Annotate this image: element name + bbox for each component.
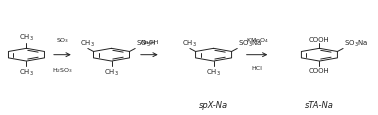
Text: SO$_3$: SO$_3$: [56, 36, 69, 45]
Text: CH$_3$: CH$_3$: [19, 67, 34, 77]
Text: CH$_3$: CH$_3$: [182, 38, 197, 48]
Text: SO$_3$H: SO$_3$H: [136, 38, 156, 48]
Text: CH$_3$: CH$_3$: [80, 38, 94, 48]
Text: spX-Na: spX-Na: [199, 100, 228, 109]
Text: CH$_3$: CH$_3$: [206, 67, 221, 77]
Text: CH$_3$: CH$_3$: [19, 33, 34, 43]
Text: HCl: HCl: [252, 66, 262, 70]
Text: SO$_3$Na: SO$_3$Na: [344, 38, 369, 48]
Text: sTA-Na: sTA-Na: [305, 100, 334, 109]
Text: H$_2$SO$_3$: H$_2$SO$_3$: [52, 66, 73, 74]
Text: SO$_3$Na: SO$_3$Na: [239, 38, 263, 48]
Text: COOH: COOH: [309, 37, 330, 43]
Text: KMnO$_4$: KMnO$_4$: [246, 36, 268, 45]
Text: CH$_3$: CH$_3$: [104, 67, 119, 77]
Text: COOH: COOH: [309, 67, 330, 73]
Text: NaOH: NaOH: [140, 40, 158, 45]
